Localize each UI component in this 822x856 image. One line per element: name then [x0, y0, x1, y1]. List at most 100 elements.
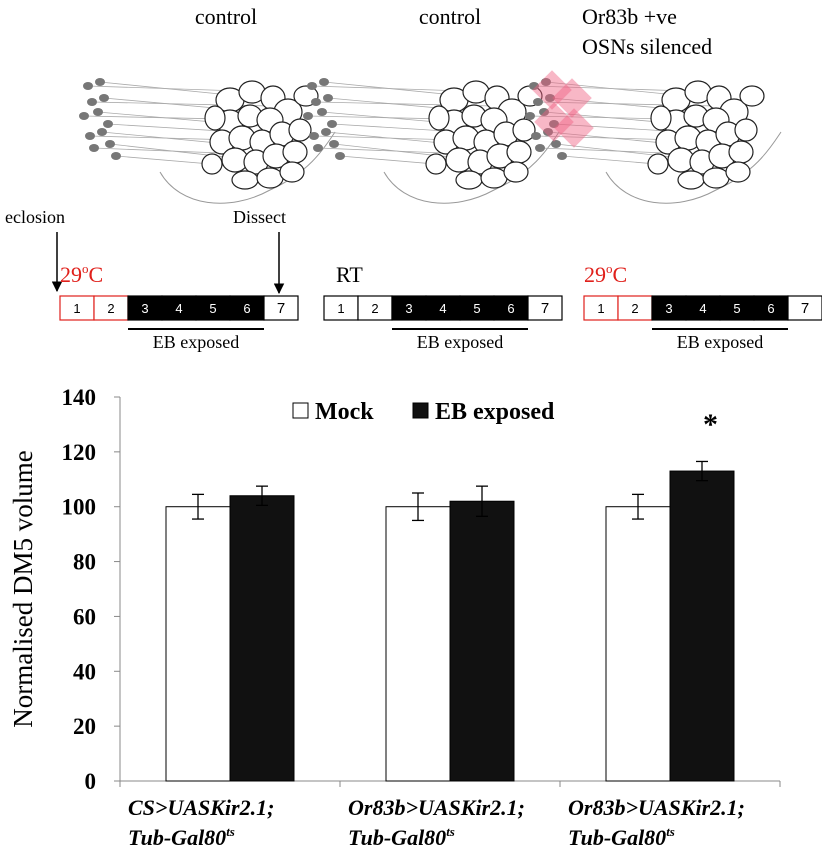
osn-soma	[309, 132, 319, 140]
osn-soma	[541, 78, 551, 86]
glomerulus	[503, 161, 529, 183]
glomerulus	[739, 85, 765, 107]
day-box	[357, 295, 393, 321]
bar	[669, 470, 735, 782]
x-tick-label: Or83b>UASKir2.1;	[348, 795, 525, 820]
day-box	[263, 295, 299, 321]
glomerulus	[201, 153, 223, 175]
label-part: Tub-Gal80	[348, 825, 446, 850]
y-tick-label: 120	[62, 440, 97, 465]
day-box	[527, 295, 563, 321]
day-label: 4	[175, 301, 182, 316]
day-label: 1	[597, 301, 604, 316]
glomerulus	[650, 105, 672, 131]
temperature-part: C	[89, 262, 104, 287]
glomerulus	[428, 105, 450, 131]
temperature-part: 29	[584, 262, 606, 287]
osn-soma	[111, 152, 121, 160]
exposure-label: EB exposed	[417, 332, 503, 352]
dissect-label: Dissect	[233, 207, 286, 227]
osn-soma	[551, 140, 561, 148]
error-bar	[476, 485, 488, 517]
glomerulus	[734, 118, 758, 142]
day-label: 5	[733, 301, 740, 316]
temperature-part: 29	[60, 262, 82, 287]
eclosion-label: eclosion	[5, 207, 65, 227]
day-label: 2	[107, 301, 114, 316]
osn-soma	[543, 128, 553, 136]
glomerulus	[677, 170, 705, 190]
glomerulus	[425, 153, 447, 175]
silencing-marker	[552, 78, 592, 118]
osn-soma	[319, 78, 329, 86]
neuron-tract	[605, 131, 782, 204]
glomerulus	[725, 161, 751, 183]
panel-title: OSNs silenced	[582, 34, 712, 59]
glomerulus	[506, 140, 532, 164]
temperature-label: 29oC	[60, 261, 103, 287]
error-bar	[632, 493, 644, 520]
day-label: 3	[405, 301, 412, 316]
bar	[165, 506, 231, 782]
temperature-part: o	[82, 261, 89, 276]
panel-title: control	[419, 4, 481, 29]
x-tick-label: Tub-Gal80ts	[128, 824, 235, 850]
glomeruli-diagram	[79, 78, 336, 204]
label-superscript: ts	[666, 824, 675, 839]
exposure-label: EB exposed	[153, 332, 239, 352]
x-tick-label: Or83b>UASKir2.1;	[568, 795, 745, 820]
osn-soma	[335, 152, 345, 160]
day-label: 6	[767, 301, 774, 316]
day-label: 2	[371, 301, 378, 316]
osn-soma	[329, 140, 339, 148]
silencing-marker	[532, 70, 572, 110]
glomerulus	[455, 170, 483, 190]
silencing-marker	[534, 102, 574, 142]
error-bar	[192, 493, 204, 520]
error-bar	[256, 485, 268, 506]
glomerulus	[231, 170, 259, 190]
temperature-part: RT	[336, 262, 363, 287]
glomerulus	[647, 153, 669, 175]
day-box	[391, 295, 427, 321]
y-tick-label: 20	[73, 714, 96, 739]
x-tick-label: Tub-Gal80ts	[348, 824, 455, 850]
day-label: 5	[473, 301, 480, 316]
temperature-part: o	[606, 261, 613, 276]
legend-label: EB exposed	[435, 399, 555, 425]
y-tick-label: 0	[85, 769, 97, 794]
exposure-label: EB exposed	[677, 332, 763, 352]
osn-soma	[87, 98, 97, 106]
osn-soma	[529, 82, 539, 90]
bar	[449, 500, 515, 782]
day-box	[651, 295, 687, 321]
glomerulus	[480, 167, 508, 189]
glomerulus	[702, 167, 730, 189]
osn-soma	[317, 108, 327, 116]
osn-soma	[95, 78, 105, 86]
day-box	[787, 295, 822, 321]
neuron-tract	[159, 131, 336, 204]
osn-soma	[539, 108, 549, 116]
x-tick-label: Tub-Gal80ts	[568, 824, 675, 850]
osn-soma	[103, 120, 113, 128]
day-label: 6	[243, 301, 250, 316]
label-part: Tub-Gal80	[568, 825, 666, 850]
osn-soma	[535, 144, 545, 152]
legend-label: Mock	[315, 399, 374, 425]
osn-soma	[321, 128, 331, 136]
label-part: Tub-Gal80	[128, 825, 226, 850]
glomerulus	[256, 167, 284, 189]
glomerulus	[288, 118, 312, 142]
day-box	[323, 295, 359, 321]
day-label: 2	[631, 301, 638, 316]
legend-swatch	[292, 402, 309, 419]
y-axis-label: Normalised DM5 volume	[8, 450, 38, 727]
glomerulus	[282, 140, 308, 164]
osn-soma	[303, 112, 313, 120]
y-tick-label: 40	[73, 659, 96, 684]
day-label: 3	[665, 301, 672, 316]
osn-soma	[531, 132, 541, 140]
x-tick-label: CS>UASKir2.1;	[128, 795, 274, 820]
temperature-part: C	[613, 262, 628, 287]
